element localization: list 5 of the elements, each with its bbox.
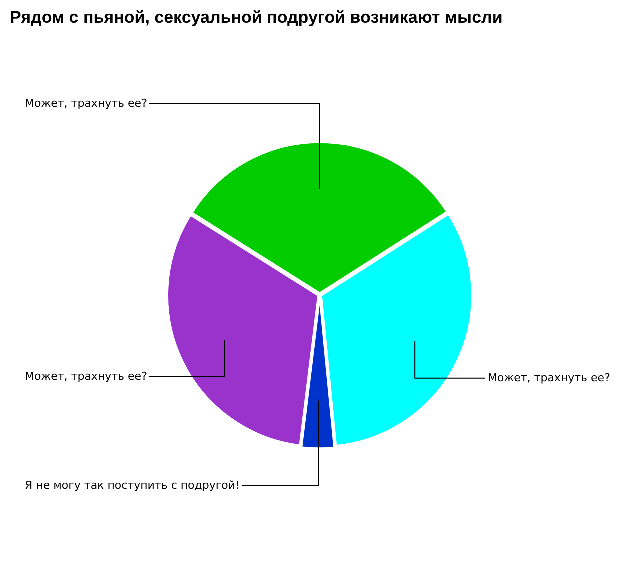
slice-label: Я не могу так поступить с подругой! <box>25 478 240 492</box>
slice-label: Может, трахнуть ее? <box>488 371 611 384</box>
slice-label: Может, трахнуть ее? <box>25 96 148 110</box>
chart-title: Рядом с пьяной, сексуальной подругой возникают мысли <box>10 8 503 28</box>
slice-label: Может, трахнуть ее? <box>25 370 148 383</box>
